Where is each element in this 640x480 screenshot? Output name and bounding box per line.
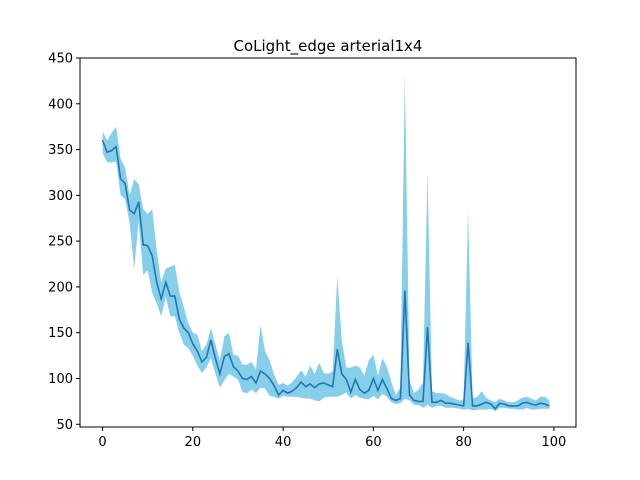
x-tick-label: 80 (455, 435, 472, 450)
x-tick-label: 40 (275, 435, 292, 450)
y-tick-label: 350 (48, 143, 73, 158)
confidence-band (102, 74, 550, 412)
y-tick-label: 50 (56, 418, 73, 433)
mean-line (101, 140, 550, 410)
y-tick-label: 200 (48, 280, 73, 295)
y-tick-label: 300 (48, 189, 73, 204)
y-tick-label: 450 (48, 52, 73, 67)
y-tick-label: 250 (48, 235, 73, 250)
y-tick-label: 100 (48, 372, 73, 387)
chart-title: CoLight_edge arterial1x4 (234, 37, 423, 56)
plot-area (101, 74, 550, 412)
x-tick-label: 60 (365, 435, 382, 450)
x-axis: 0 20 40 60 80 100 (98, 427, 566, 450)
y-tick-label: 400 (48, 97, 73, 112)
x-tick-label: 20 (185, 435, 202, 450)
x-tick-label: 100 (541, 435, 566, 450)
y-tick-label: 150 (48, 326, 73, 341)
x-tick-label: 0 (98, 435, 106, 450)
axes-frame (79, 57, 577, 428)
y-axis: 50 100 150 200 250 300 350 400 450 (48, 52, 80, 433)
